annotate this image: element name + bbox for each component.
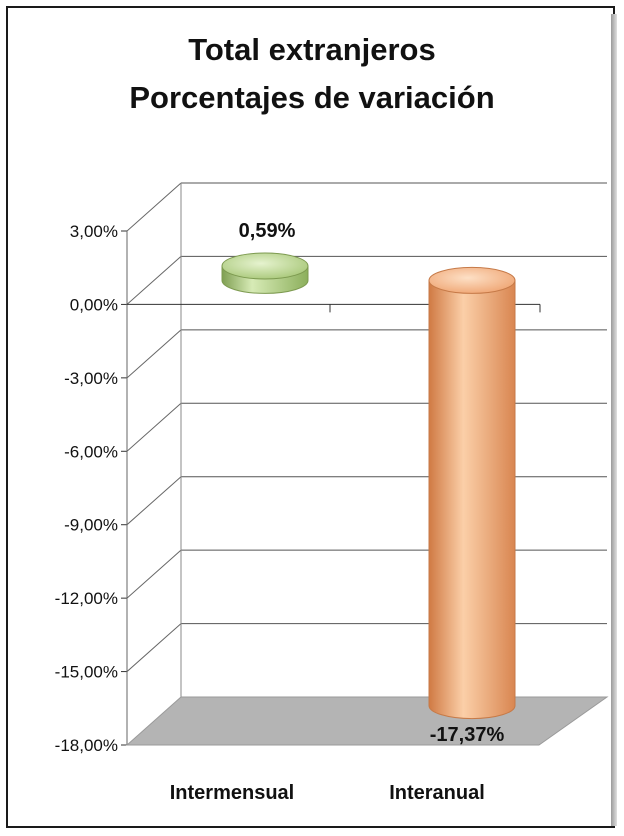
y-tick-label: -9,00%	[64, 516, 118, 535]
chart-title-line-1: Total extranjeros	[188, 32, 436, 67]
chart-floor	[125, 696, 609, 746]
bar-layer	[221, 252, 516, 720]
y-tick-label: 0,00%	[70, 295, 118, 314]
frame-shadow	[611, 14, 617, 826]
y-tick-label: 3,00%	[70, 222, 118, 241]
gridline-diagonal	[126, 402, 182, 452]
bar-cap	[428, 266, 516, 294]
gridline-diagonal	[126, 623, 182, 672]
bar-intermensual	[221, 252, 309, 294]
y-tick-label: -15,00%	[55, 663, 118, 682]
chart-title-line-2: Porcentajes de variación	[129, 80, 495, 115]
label-layer: 3,00% 0,00% -3,00% -6,00% -9,00% -12,00% -15,0…	[55, 220, 505, 804]
y-tick-label: -3,00%	[64, 369, 118, 388]
gridline-diagonal	[126, 476, 182, 526]
bar-body	[428, 279, 516, 720]
x-category-label-interanual: Interanual	[389, 782, 485, 804]
data-label-intermensual: 0,59%	[239, 220, 296, 242]
bar-interanual	[428, 266, 516, 720]
gridline-diagonal	[126, 182, 182, 232]
y-tick-label: -12,00%	[55, 589, 118, 608]
gridline-diagonal	[126, 256, 182, 305]
bar-cap	[221, 252, 309, 280]
gridline-diagonal	[126, 329, 182, 379]
y-tick-label: -6,00%	[64, 442, 118, 461]
data-label-interanual: -17,37%	[430, 724, 505, 746]
y-tick-label: -18,00%	[55, 736, 118, 755]
gridline-diagonal	[126, 549, 182, 599]
x-category-label-intermensual: Intermensual	[170, 782, 294, 804]
grid-layer	[121, 182, 607, 746]
floor-layer	[125, 696, 609, 746]
